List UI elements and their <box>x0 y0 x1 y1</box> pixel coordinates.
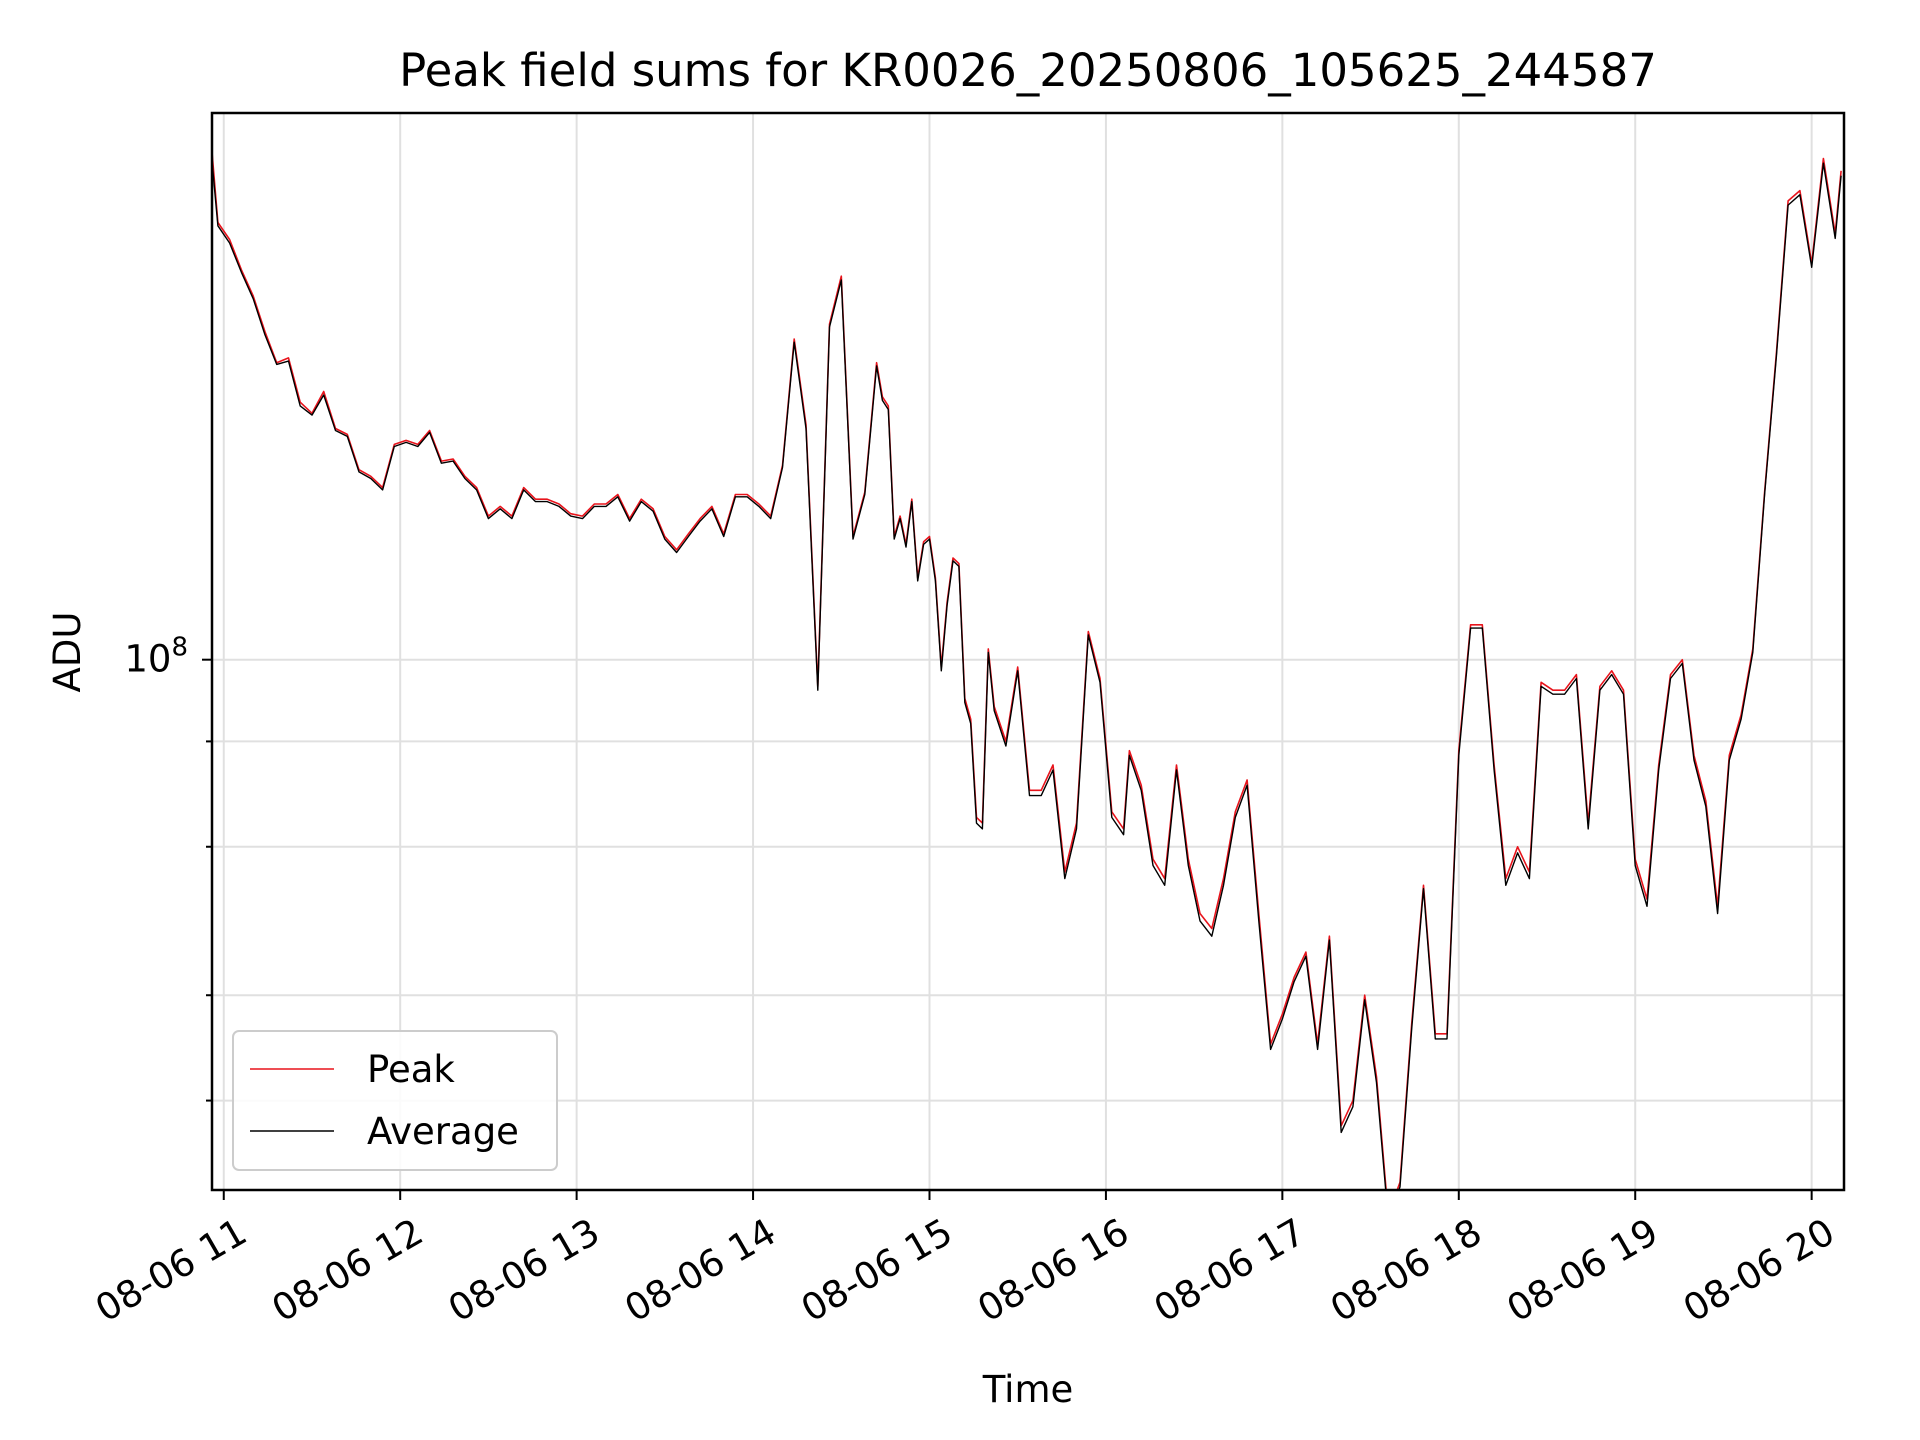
y-axis: 108 <box>124 633 212 1102</box>
plot-frame <box>210 111 1846 1192</box>
series-layer <box>212 151 1842 1190</box>
series-line-average <box>212 161 1842 1190</box>
y-tick-label: 108 <box>124 633 188 681</box>
legend: Peak Average <box>232 1030 558 1171</box>
legend-label-peak: Peak <box>367 1048 455 1091</box>
legend-box <box>232 1030 558 1171</box>
y-axis-label: ADU <box>46 612 89 693</box>
y-tick-label-base: 10 <box>124 638 171 681</box>
legend-label-average: Average <box>367 1110 519 1153</box>
grid <box>212 113 1844 1190</box>
chart-title: Peak field sums for KR0026_20250806_1056… <box>399 44 1657 97</box>
y-tick-label-exponent: 8 <box>171 633 188 663</box>
x-axis-label: Time <box>982 1368 1074 1411</box>
